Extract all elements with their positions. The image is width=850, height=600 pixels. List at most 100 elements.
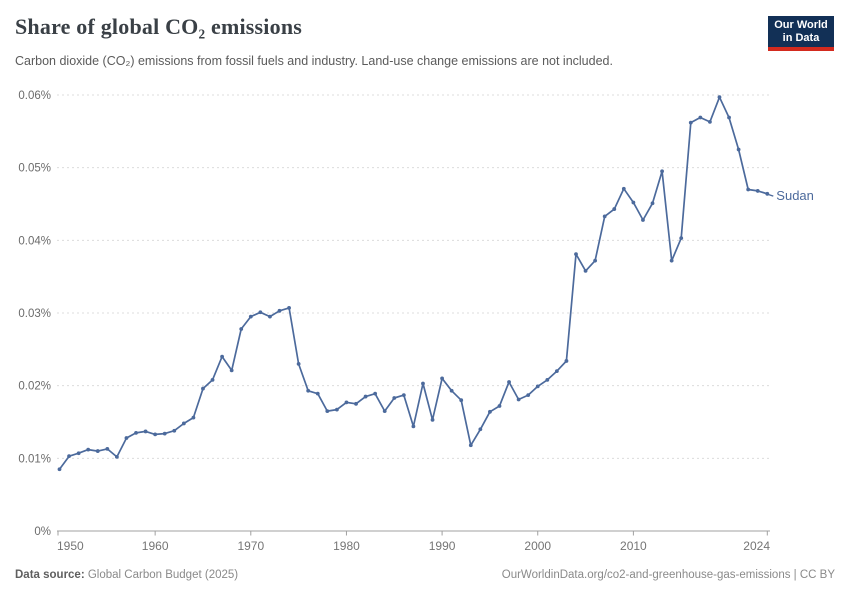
x-tick-label: 1980 xyxy=(333,539,360,553)
data-point[interactable] xyxy=(602,214,607,219)
data-point[interactable] xyxy=(736,147,741,152)
data-point[interactable] xyxy=(708,119,712,124)
data-source: Data source: Global Carbon Budget (2025) xyxy=(15,569,238,581)
data-point[interactable] xyxy=(153,432,158,437)
data-point[interactable] xyxy=(258,310,263,315)
x-tick-label: 2024 xyxy=(743,539,770,553)
data-point[interactable] xyxy=(593,258,598,263)
data-point[interactable] xyxy=(545,377,550,382)
data-point[interactable] xyxy=(296,361,301,366)
data-point[interactable] xyxy=(449,388,454,393)
data-point[interactable] xyxy=(401,393,406,398)
data-point[interactable] xyxy=(325,409,330,413)
data-point[interactable] xyxy=(95,449,100,453)
owid-url-license[interactable]: OurWorldinData.org/co2-and-greenhouse-ga… xyxy=(501,569,835,581)
x-tick-label: 1950 xyxy=(57,539,84,553)
data-point[interactable] xyxy=(612,207,617,211)
data-point[interactable] xyxy=(650,201,655,206)
data-point[interactable] xyxy=(765,191,770,196)
data-point[interactable] xyxy=(421,381,425,386)
x-tick-label: 2000 xyxy=(524,539,551,553)
data-point[interactable] xyxy=(727,115,731,120)
data-point[interactable] xyxy=(631,200,636,205)
x-tick-label: 1990 xyxy=(429,539,456,553)
data-point[interactable] xyxy=(363,394,368,399)
data-point[interactable] xyxy=(67,454,71,459)
y-tick-label: 0.02% xyxy=(18,381,51,393)
data-point[interactable] xyxy=(411,424,416,429)
data-point[interactable] xyxy=(143,429,148,434)
data-point[interactable] xyxy=(315,391,320,396)
data-point[interactable] xyxy=(201,386,205,391)
data-point[interactable] xyxy=(210,377,215,382)
data-point[interactable] xyxy=(488,409,492,414)
data-point[interactable] xyxy=(220,354,225,359)
data-point[interactable] xyxy=(660,169,664,174)
data-point[interactable] xyxy=(57,467,62,472)
owid-logo-line2: in Data xyxy=(782,32,820,44)
y-tick-label: 0.01% xyxy=(18,453,51,465)
data-point[interactable] xyxy=(191,415,196,420)
data-point[interactable] xyxy=(134,431,138,435)
data-point[interactable] xyxy=(354,401,358,406)
data-point[interactable] xyxy=(746,187,751,192)
y-tick-label: 0.03% xyxy=(18,308,51,320)
data-point[interactable] xyxy=(507,380,511,384)
data-point[interactable] xyxy=(478,427,483,432)
data-point[interactable] xyxy=(526,393,531,398)
data-point[interactable] xyxy=(621,186,626,191)
data-point[interactable] xyxy=(688,120,693,125)
data-point[interactable] xyxy=(239,327,244,331)
data-point[interactable] xyxy=(86,447,91,452)
owid-logo[interactable]: Our World in Data xyxy=(768,16,834,51)
owid-logo-red-bar xyxy=(768,47,834,51)
data-point[interactable] xyxy=(229,368,234,373)
data-point[interactable] xyxy=(564,359,569,363)
data-point[interactable] xyxy=(248,314,253,319)
y-tick-label: 0.05% xyxy=(18,163,51,175)
data-point[interactable] xyxy=(181,421,186,426)
data-point[interactable] xyxy=(124,436,129,440)
data-point[interactable] xyxy=(306,388,311,393)
data-point[interactable] xyxy=(268,314,272,319)
chart-subtitle: Carbon dioxide (CO₂) emissions from foss… xyxy=(15,54,613,68)
data-point[interactable] xyxy=(392,396,397,400)
data-point[interactable] xyxy=(459,398,464,403)
y-tick-label: 0.04% xyxy=(18,235,51,247)
owid-logo-line1: Our World xyxy=(774,19,828,31)
data-point[interactable] xyxy=(717,95,722,100)
data-point[interactable] xyxy=(430,417,435,422)
entity-label-sudan[interactable]: Sudan xyxy=(776,188,814,203)
series-line-sudan[interactable] xyxy=(58,96,769,471)
data-point[interactable] xyxy=(574,252,578,257)
data-point[interactable] xyxy=(583,268,588,273)
data-point[interactable] xyxy=(641,218,645,222)
data-point[interactable] xyxy=(440,376,444,381)
data-point[interactable] xyxy=(277,308,282,313)
data-point[interactable] xyxy=(373,391,378,396)
data-point[interactable] xyxy=(669,258,674,263)
data-point[interactable] xyxy=(76,451,81,456)
data-point[interactable] xyxy=(172,428,177,433)
x-tick-label: 2010 xyxy=(620,539,647,553)
data-point[interactable] xyxy=(554,369,559,374)
data-point[interactable] xyxy=(114,454,119,459)
data-point[interactable] xyxy=(287,306,291,310)
data-point[interactable] xyxy=(755,189,760,193)
data-point[interactable] xyxy=(679,236,684,241)
data-point[interactable] xyxy=(344,400,349,405)
data-point[interactable] xyxy=(698,115,703,120)
data-point[interactable] xyxy=(105,446,110,451)
data-point[interactable] xyxy=(468,443,473,448)
data-point[interactable] xyxy=(535,384,540,389)
data-point[interactable] xyxy=(516,397,521,402)
data-point[interactable] xyxy=(497,404,502,408)
data-point[interactable] xyxy=(162,431,167,436)
x-tick-label: 1960 xyxy=(142,539,169,553)
data-point[interactable] xyxy=(334,407,339,412)
data-point[interactable] xyxy=(382,409,387,413)
y-tick-label: 0.06% xyxy=(18,90,51,102)
y-tick-label: 0% xyxy=(34,526,51,538)
